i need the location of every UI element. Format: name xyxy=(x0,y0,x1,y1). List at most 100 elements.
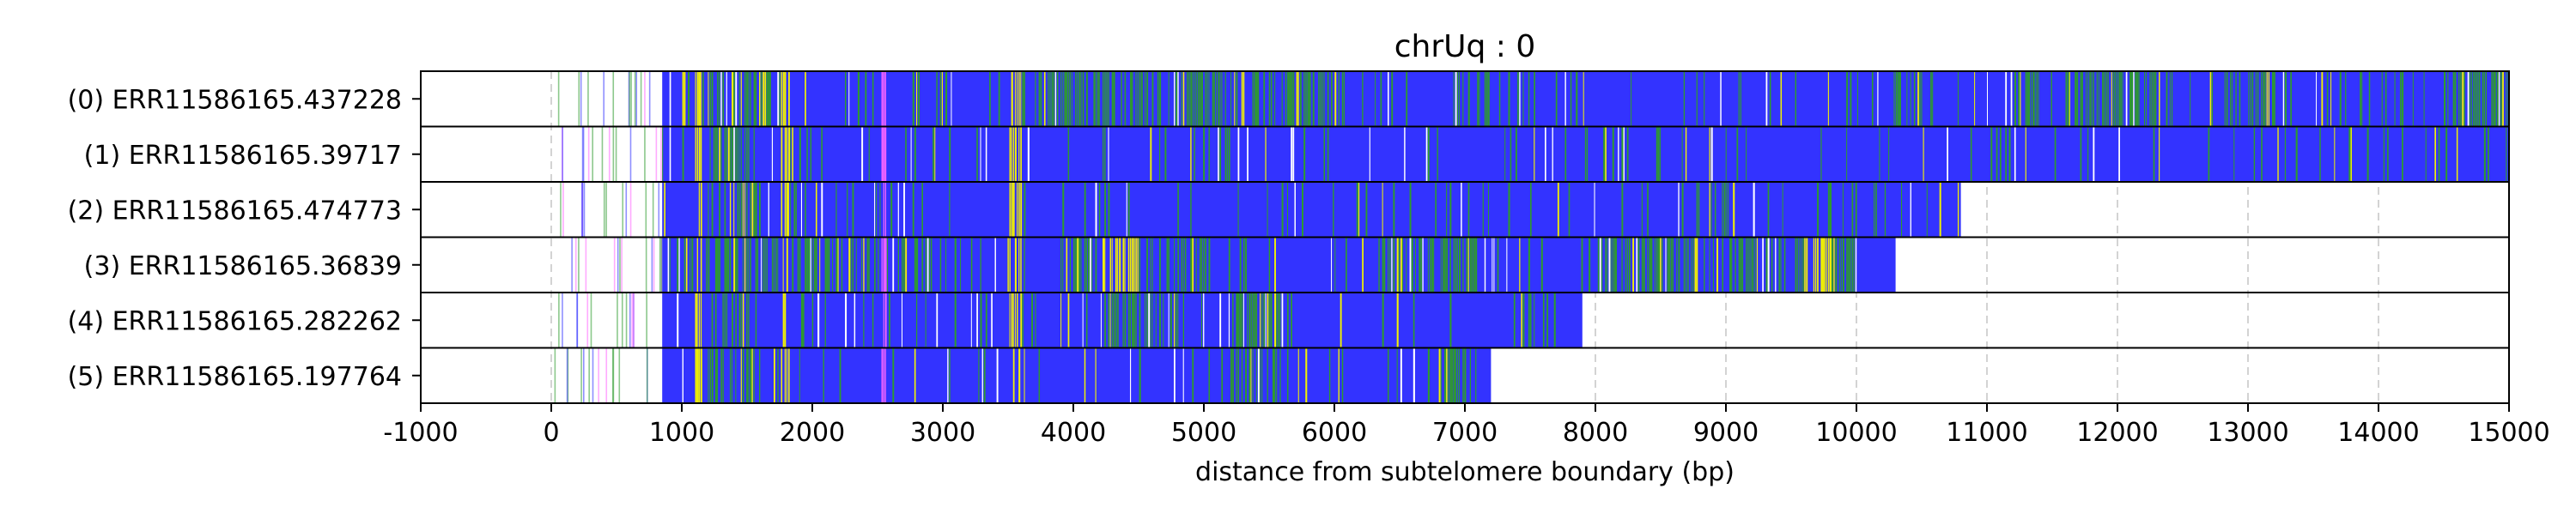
read-segment xyxy=(612,127,615,181)
read-stripe xyxy=(735,127,737,181)
read-stripe xyxy=(1318,72,1320,126)
read-stripe xyxy=(1263,293,1266,347)
read-segment xyxy=(592,348,594,402)
read-stripe xyxy=(2438,127,2440,181)
read-stripe xyxy=(1146,72,1149,126)
read-stripe xyxy=(1012,127,1015,181)
read-stripe xyxy=(792,238,794,292)
read-stripe xyxy=(1855,183,1857,237)
read-stripe xyxy=(1174,72,1176,126)
read-stripe xyxy=(2319,127,2321,181)
read-stripe xyxy=(2025,72,2027,126)
read-stripe xyxy=(1320,72,1321,126)
read-stripe xyxy=(839,348,841,402)
read-stripe xyxy=(1455,72,1457,126)
read-stripe xyxy=(1228,293,1230,347)
read-segment xyxy=(633,293,635,347)
x-tick-label: 10000 xyxy=(1815,418,1897,448)
read-stripe xyxy=(1400,348,1402,402)
read-stripe xyxy=(1466,238,1468,292)
read-stripe xyxy=(1425,127,1428,181)
read-stripe xyxy=(808,238,811,292)
read-stripe xyxy=(1018,348,1021,402)
read-stripe xyxy=(719,183,721,237)
read-stripe xyxy=(762,238,764,292)
read-stripe xyxy=(1208,72,1210,126)
read-stripe xyxy=(2266,72,2268,126)
read-stripe xyxy=(740,348,742,402)
read-segment xyxy=(590,293,592,347)
read-stripe xyxy=(1297,72,1299,126)
read-stripe xyxy=(758,348,761,402)
read-stripe xyxy=(700,348,702,402)
read-stripe xyxy=(1080,238,1082,292)
read-stripe xyxy=(1108,293,1109,347)
read-body xyxy=(662,72,2510,126)
read-stripe xyxy=(884,293,887,347)
read-stripe xyxy=(1780,238,1782,292)
read-stripe xyxy=(1168,293,1170,347)
read-stripe xyxy=(1133,238,1135,292)
read-stripe xyxy=(709,348,712,402)
read-stripe xyxy=(1200,238,1203,292)
read-stripe xyxy=(927,238,929,292)
read-stripe xyxy=(905,238,908,292)
read-stripe xyxy=(1305,348,1308,402)
read-stripe xyxy=(1897,72,1899,126)
read-stripe xyxy=(976,293,978,347)
read-stripe xyxy=(1683,238,1686,292)
read-stripe xyxy=(1190,72,1193,126)
read-stripe xyxy=(698,127,701,181)
read-body xyxy=(662,348,1492,402)
read-stripe xyxy=(782,293,785,347)
read-stripe xyxy=(2153,127,2155,181)
read-stripe xyxy=(883,127,885,181)
read-stripe xyxy=(945,72,948,126)
read-stripe xyxy=(1696,238,1698,292)
read-stripe xyxy=(1252,348,1254,402)
read-stripe xyxy=(1199,72,1201,126)
read-stripe xyxy=(1078,238,1081,292)
read-stripe xyxy=(1285,72,1287,126)
read-stripe xyxy=(881,72,884,126)
read-stripe xyxy=(1127,183,1130,237)
read-stripe xyxy=(2366,127,2369,181)
read-stripe xyxy=(1291,127,1293,181)
read-stripe xyxy=(1694,238,1697,292)
read-stripe xyxy=(1545,127,1546,181)
read-stripe xyxy=(889,293,890,347)
read-stripe xyxy=(784,183,787,237)
x-tick-label: 15000 xyxy=(2468,418,2549,448)
read-stripe xyxy=(2488,127,2489,181)
read-stripe xyxy=(866,238,869,292)
read-stripe xyxy=(1020,238,1022,292)
read-stripe xyxy=(1135,238,1137,292)
read-stripe xyxy=(786,183,788,237)
read-stripe xyxy=(732,72,734,126)
read-stripe xyxy=(1278,293,1280,347)
read-stripe xyxy=(1660,238,1662,292)
read-stripe xyxy=(2085,72,2087,126)
y-tick-label: (3) ERR11586165.36839 xyxy=(84,251,402,281)
read-stripe xyxy=(884,127,887,181)
read-stripe xyxy=(1833,238,1835,292)
read-stripe xyxy=(790,183,792,237)
read-stripe xyxy=(2138,72,2140,126)
read-stripe xyxy=(2482,72,2484,126)
read-stripe xyxy=(1150,127,1152,181)
read-stripe xyxy=(1827,183,1830,237)
read-stripe xyxy=(1176,293,1177,347)
read-stripe xyxy=(782,72,785,126)
read-stripe xyxy=(1250,348,1252,402)
read-segment xyxy=(629,293,631,347)
read-stripe xyxy=(756,238,759,292)
read-stripe xyxy=(985,293,987,347)
read-stripe xyxy=(775,238,777,292)
read-stripe xyxy=(821,183,823,237)
read-stripe xyxy=(1085,293,1088,347)
read-segment xyxy=(582,127,585,181)
read-stripe xyxy=(1340,293,1342,347)
read-stripe xyxy=(1919,72,1921,126)
x-tick-label: 6000 xyxy=(1302,418,1367,448)
